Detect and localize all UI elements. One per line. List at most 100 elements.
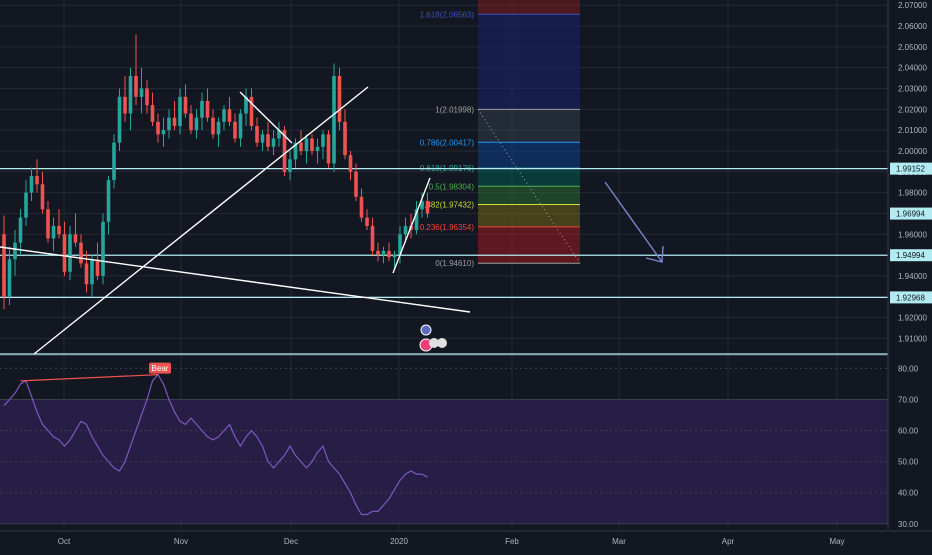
candle-body <box>304 138 309 151</box>
time-tick-label: Dec <box>284 537 298 546</box>
price-tick-label: 2.07000 <box>898 1 927 10</box>
time-tick-label: 2020 <box>390 537 408 546</box>
rsi-band <box>0 367 888 525</box>
fib-zone <box>478 226 580 264</box>
candle-body <box>84 263 89 285</box>
candle-body <box>326 134 331 164</box>
projection-arrow-head <box>645 245 664 263</box>
fib-level-label: 0.236(1.96354) <box>420 223 475 232</box>
candle-body <box>299 142 303 151</box>
time-tick-label: May <box>829 537 844 546</box>
candle-body <box>310 138 314 151</box>
candle-body <box>2 234 6 297</box>
candle-body <box>68 234 72 272</box>
fib-zone <box>478 168 580 187</box>
candle-body <box>7 259 12 297</box>
candle-body <box>90 259 94 285</box>
price-tick-label: 1.92000 <box>898 314 927 323</box>
rsi-tick-label: 40.00 <box>898 489 919 498</box>
candle-body <box>288 159 292 172</box>
fib-zone <box>478 204 580 227</box>
grid <box>0 0 932 530</box>
fib-level-label: 0.5(1.98304) <box>429 182 475 191</box>
price-tick-label: 2.02000 <box>898 105 927 114</box>
candle-body <box>79 242 83 264</box>
bear-label-box <box>149 362 171 374</box>
time-tick-label: Oct <box>58 537 71 546</box>
candle-body <box>260 134 265 143</box>
candle-body <box>117 96 122 143</box>
fib-level-label: 0.786(2.00417) <box>420 138 475 147</box>
candle-body <box>266 134 270 147</box>
candle-body <box>40 184 45 210</box>
candles <box>2 34 430 310</box>
price-tick-label: 2.04000 <box>898 64 927 73</box>
candle-body <box>57 225 61 235</box>
fib-zone <box>478 142 580 169</box>
candle-body <box>101 221 105 276</box>
rsi-tick-label: 30.00 <box>898 520 919 529</box>
candle-body <box>420 200 424 210</box>
price-tick-label: 2.05000 <box>898 43 927 52</box>
candle-body <box>392 255 397 258</box>
fib-zone <box>478 109 580 143</box>
candle-body <box>123 96 127 114</box>
candle-body <box>277 130 281 139</box>
price-label-box <box>890 162 932 175</box>
candle-body <box>222 109 226 122</box>
candle-body <box>205 100 210 118</box>
price-tick-label: 2.06000 <box>898 22 927 31</box>
candle-body <box>46 209 50 239</box>
candle-body <box>348 155 353 172</box>
price-tick-label: 2.01000 <box>898 126 927 135</box>
candle-body <box>95 259 100 276</box>
price-tick-label: 1.94000 <box>898 272 927 281</box>
rsi-tick-label: 50.00 <box>898 458 919 467</box>
fib-zone <box>478 186 580 205</box>
fibonacci-projection: 1.618(2.06563) 1(2.01998) 0.786(2.00417) 0.… <box>420 0 581 268</box>
fib-zone <box>478 14 580 110</box>
candle-body <box>139 88 144 97</box>
fib-zone <box>478 0 580 15</box>
candle-body <box>156 121 160 135</box>
candle-body <box>233 121 237 139</box>
rsi-line <box>3 373 428 516</box>
candle-body <box>365 217 369 226</box>
event-badge-icon <box>429 338 439 348</box>
candle-body <box>293 142 298 160</box>
time-tick-label: Mar <box>612 537 626 546</box>
candle-body <box>189 113 193 131</box>
candle-body <box>337 76 342 122</box>
candle-body <box>354 171 358 197</box>
candle-body <box>172 117 177 126</box>
candle-body <box>282 130 287 172</box>
candle-body <box>238 113 243 139</box>
candle-body <box>414 209 419 231</box>
price-tick-label: 2.00000 <box>898 147 927 156</box>
candle-body <box>332 76 336 164</box>
rsi-series: Bear <box>3 362 428 516</box>
candle-body <box>315 146 320 151</box>
candle-body <box>370 225 375 251</box>
candle-body <box>161 130 166 135</box>
candle-body <box>35 175 39 185</box>
candle-body <box>216 121 221 135</box>
candle-body <box>106 180 111 222</box>
projection-arrow-shaft <box>604 181 663 263</box>
candle-body <box>128 76 133 114</box>
candle-body <box>398 234 402 256</box>
right-axis-background <box>888 0 932 550</box>
fib-level-label: 0(1.94610) <box>435 259 474 268</box>
time-tick-label: Feb <box>505 537 519 546</box>
price-tick-label: 1.91000 <box>898 334 927 343</box>
candle-body <box>145 88 149 106</box>
price-label-box <box>890 207 932 220</box>
candle-body <box>62 234 67 272</box>
candle-body <box>194 117 199 131</box>
price-label-text: 1.94994 <box>896 251 925 260</box>
candle-body <box>244 96 248 114</box>
price-label-text: 1.96994 <box>896 210 925 219</box>
